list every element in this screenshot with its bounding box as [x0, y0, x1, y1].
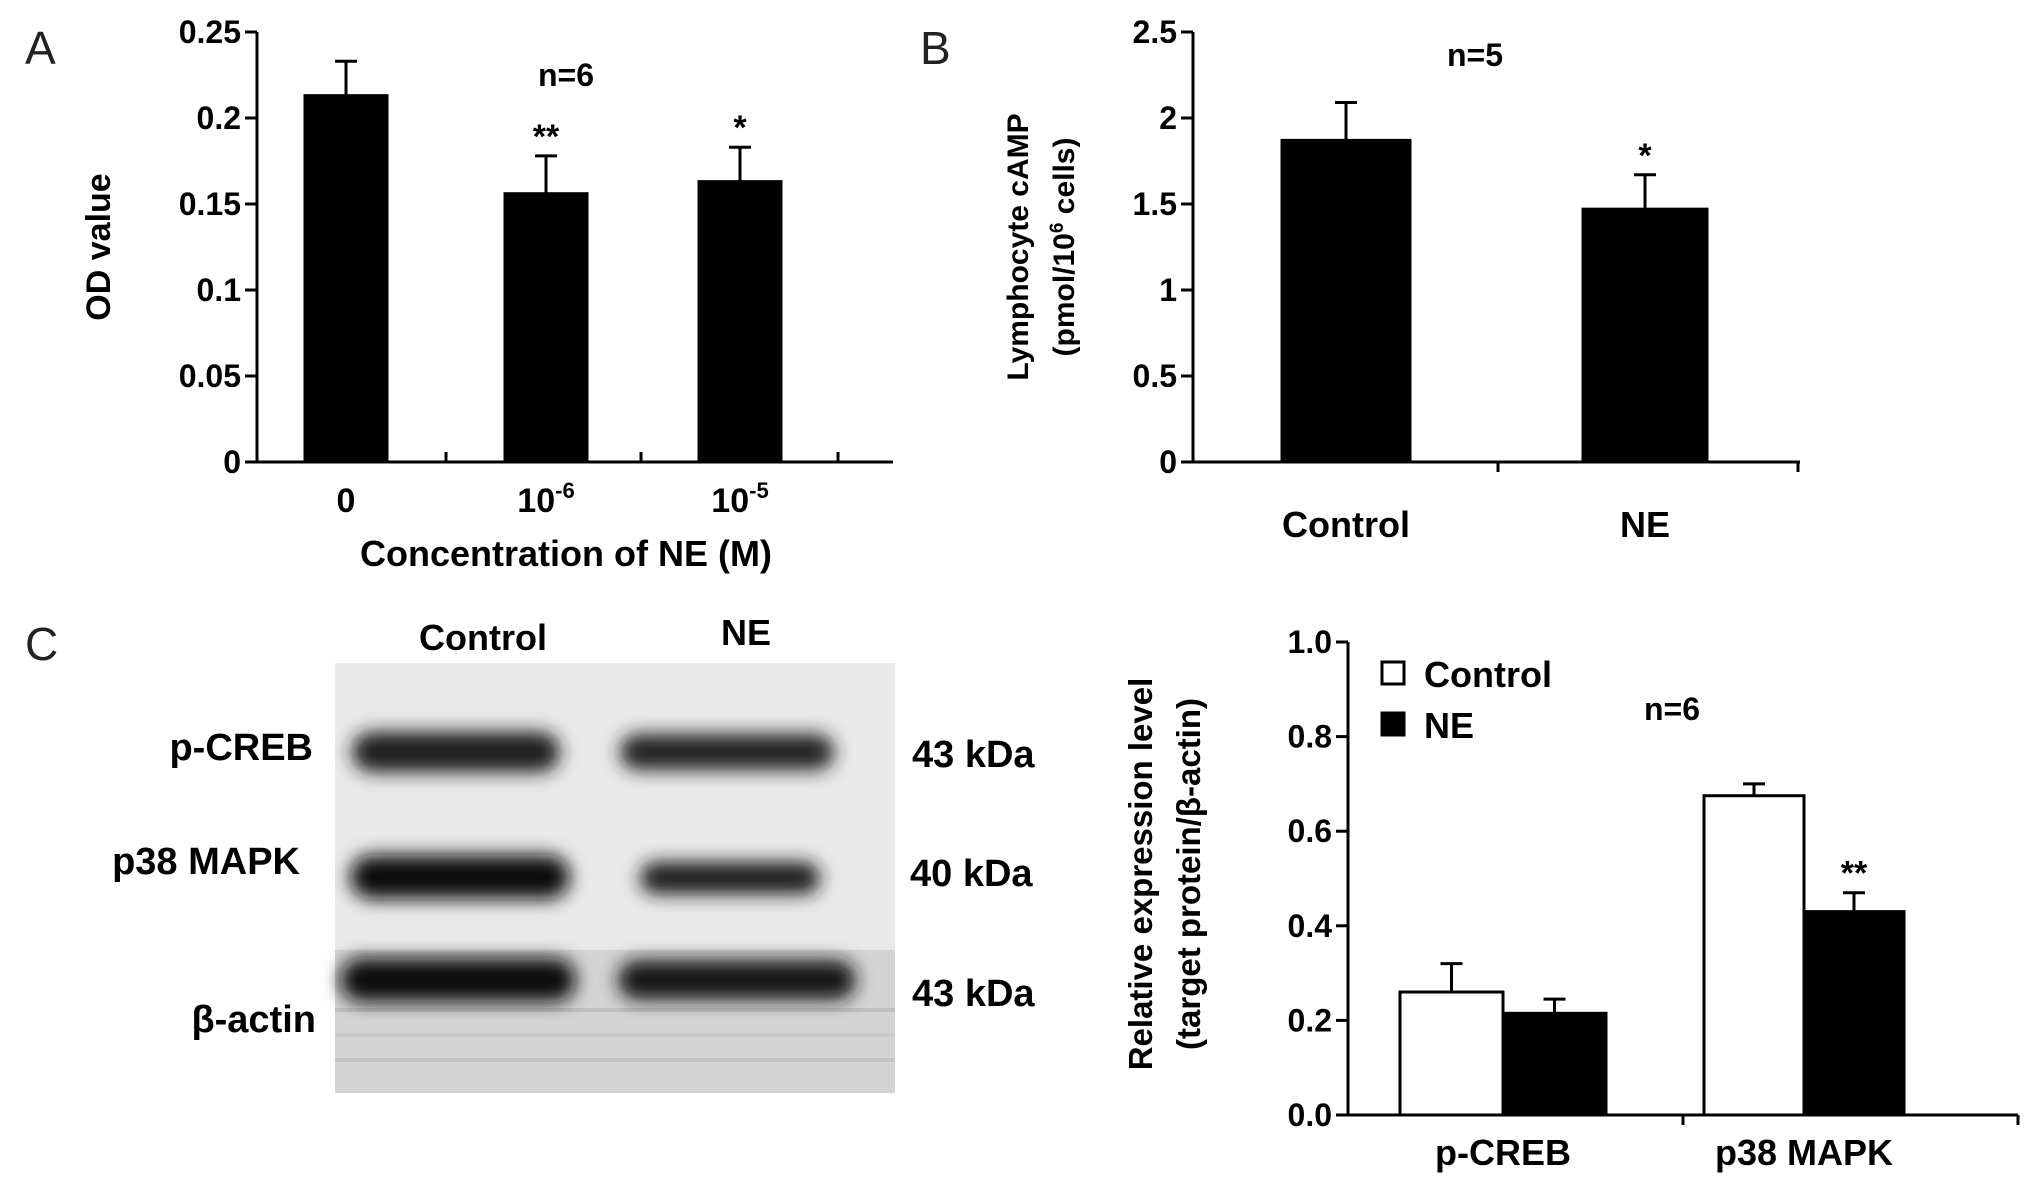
y-tick-label: 1.0: [1288, 624, 1332, 660]
chart-a-x-title: Concentration of NE (M): [360, 533, 772, 574]
y-tick-label: 0: [223, 444, 241, 480]
y-tick-label: 0.25: [179, 14, 241, 50]
blot-band-actin-control: [340, 958, 576, 1002]
blot-band-actin-ne: [618, 960, 856, 1000]
chart-c: 0.00.20.40.60.81.0 p-CREB**p38 MAPK n=6 …: [1122, 624, 2020, 1173]
chart-b-y-title-line1: Lymphocyte cAMP: [1002, 113, 1035, 380]
chart-b: 0 0.5 1 1.5 2 2.5 Control * NE n=5 Lymphocyte c…: [1002, 14, 1800, 545]
chart-c-y-title-line2: (target protein/β-actin): [1170, 698, 1207, 1050]
x-category-label: 10-5: [711, 478, 768, 520]
chart-a-y-title: OD value: [80, 173, 118, 320]
x-category-label: NE: [1620, 504, 1670, 545]
significance-marker: *: [733, 109, 747, 147]
y-tick-label: 2: [1159, 100, 1177, 136]
y-tick-label: 0.2: [197, 100, 241, 136]
y-tick-label: 0.5: [1133, 358, 1177, 394]
blot-band-p38-control: [350, 855, 570, 899]
blot-protein-label-p38: p38 MAPK: [112, 841, 300, 883]
bar: [503, 192, 589, 464]
x-category-label: Control: [1282, 504, 1410, 545]
y-tick-label: 0.15: [179, 186, 241, 222]
blot-lane-label-ne: NE: [721, 612, 771, 653]
blot-mw-label-p38: 40 kDa: [910, 853, 1033, 895]
panel-label-a: A: [25, 22, 56, 74]
legend-swatch-ne: [1380, 711, 1406, 737]
y-tick-label: 0.8: [1288, 719, 1332, 755]
blot-lane-label-control: Control: [419, 617, 547, 658]
panel-label-c: C: [25, 618, 58, 670]
bar: [1280, 138, 1412, 464]
x-category-label: 0: [337, 482, 356, 520]
bar: [1398, 990, 1505, 1117]
x-category-label: 10-6: [517, 478, 574, 520]
chart-a-n-label: n=6: [538, 57, 594, 93]
y-tick-label: 0.2: [1288, 1002, 1332, 1038]
y-tick-label: 0.6: [1288, 813, 1332, 849]
bar: [1581, 207, 1709, 464]
blot-mw-label-pcreb: 43 kDa: [912, 734, 1035, 776]
legend-swatch-control: [1380, 660, 1406, 686]
chart-c-y-title-line1: Relative expression level: [1122, 678, 1159, 1071]
chart-c-n-label: n=6: [1644, 691, 1700, 727]
chart-a: 0 0.05 0.1 0.15 0.2 0.25 0 ** 10-6 * 10-5 n=6 Con…: [80, 14, 893, 574]
western-blot: Control NE p-CREB p38 MAPK β-actin 43 kD…: [112, 612, 1035, 1093]
y-tick-label: 2.5: [1133, 14, 1177, 50]
bar: [303, 94, 389, 464]
legend-label-control: Control: [1424, 654, 1552, 695]
bar: [697, 180, 783, 464]
blot-band-p38-ne: [640, 862, 820, 894]
blot-mw-label-actin: 43 kDa: [912, 973, 1035, 1015]
bar: [1702, 794, 1806, 1117]
chart-b-y-title-line2: (pmol/106 cells): [1047, 138, 1081, 357]
significance-marker: **: [533, 118, 560, 156]
blot-band-pcreb-control: [352, 732, 560, 772]
blot-band-pcreb-ne: [620, 734, 834, 770]
y-tick-label: 1.5: [1133, 186, 1177, 222]
bar: [1802, 910, 1906, 1117]
y-tick-label: 0: [1159, 444, 1177, 480]
y-tick-label: 0.4: [1288, 908, 1333, 944]
panel-label-b: B: [920, 22, 951, 74]
chart-c-legend: Control NE: [1380, 654, 1552, 746]
significance-marker: **: [1841, 855, 1868, 893]
significance-marker: *: [1638, 137, 1652, 175]
blot-protein-label-pcreb: p-CREB: [169, 727, 313, 769]
y-tick-label: 1: [1159, 272, 1177, 308]
legend-label-ne: NE: [1424, 705, 1474, 746]
x-category-label: p-CREB: [1435, 1132, 1571, 1173]
blot-protein-label-actin: β-actin: [191, 999, 316, 1041]
x-category-label: p38 MAPK: [1715, 1132, 1893, 1173]
y-tick-label: 0.05: [179, 358, 241, 394]
y-tick-label: 0.1: [197, 272, 241, 308]
bar: [1501, 1011, 1608, 1117]
chart-b-n-label: n=5: [1447, 37, 1503, 73]
y-tick-label: 0.0: [1288, 1097, 1332, 1133]
